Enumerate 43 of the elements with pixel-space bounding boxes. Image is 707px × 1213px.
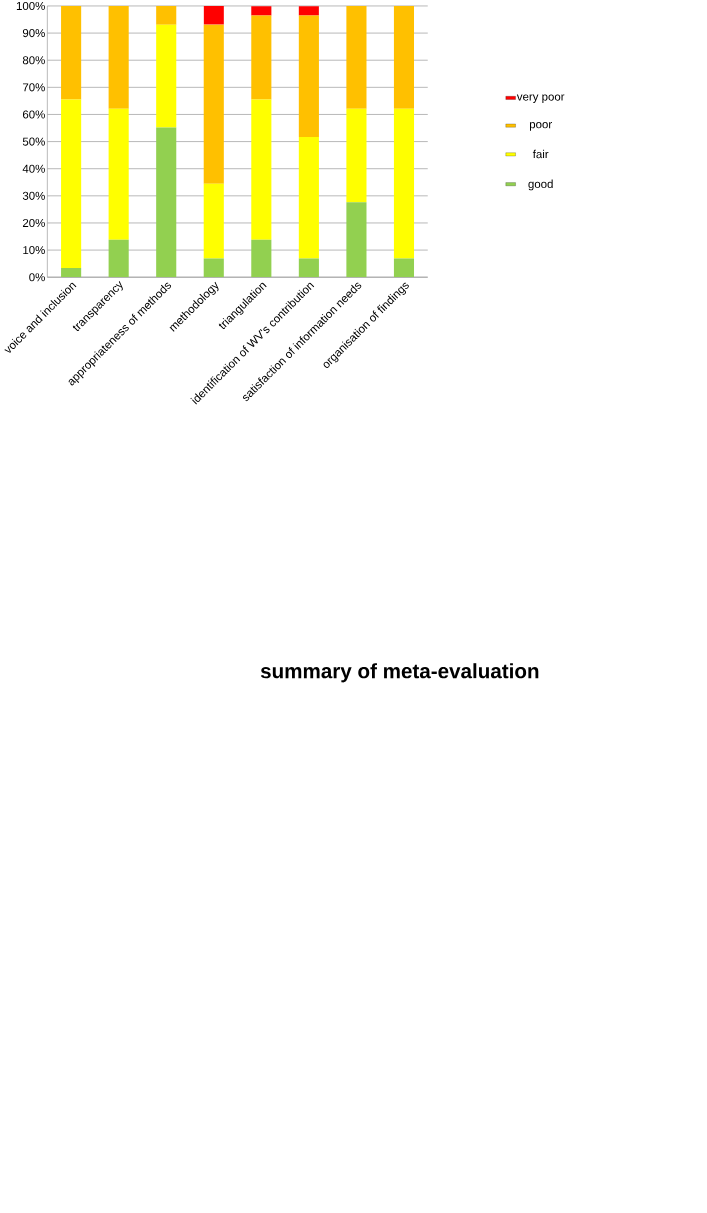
bar <box>298 258 319 278</box>
bar <box>346 5 367 109</box>
bar <box>251 239 272 278</box>
bar <box>203 24 224 184</box>
y-tick-label: 0% <box>29 273 45 282</box>
bar <box>393 108 414 259</box>
y-tick-label: 80% <box>22 56 45 65</box>
bar <box>298 6 319 16</box>
legend-label: good <box>528 179 553 191</box>
legend-label: poor <box>529 122 552 131</box>
bar <box>108 239 129 278</box>
y-tick-label: 100% <box>16 1 45 11</box>
bar <box>60 5 82 100</box>
y-tick-label: 60% <box>22 110 45 119</box>
text: summary of meta-evaluation <box>260 663 539 683</box>
bar <box>346 108 367 203</box>
y-tick-label: 70% <box>22 83 45 92</box>
y-tick-label: 90% <box>22 29 45 38</box>
bar <box>298 136 319 259</box>
bar <box>203 183 224 259</box>
bar <box>298 15 319 137</box>
bar <box>251 15 272 100</box>
y-tick-label: 40% <box>22 164 45 173</box>
bar <box>60 267 82 278</box>
legend-label: fair <box>532 149 549 159</box>
bar <box>203 258 224 278</box>
bar <box>108 108 129 240</box>
bar <box>251 99 272 240</box>
bar <box>108 5 129 109</box>
bar <box>393 5 414 109</box>
bar <box>251 6 272 16</box>
bar <box>203 5 224 25</box>
bar <box>393 258 414 278</box>
y-tick-label: 10% <box>23 246 45 255</box>
bar <box>346 202 367 278</box>
bar <box>156 5 177 25</box>
bar <box>156 127 177 278</box>
bar <box>156 24 177 128</box>
y-tick-label: 30% <box>22 191 45 200</box>
bar <box>60 99 82 268</box>
legend-label: very poor <box>516 94 565 103</box>
y-tick-label: 50% <box>22 137 45 146</box>
y-tick-label: 20% <box>22 218 45 227</box>
